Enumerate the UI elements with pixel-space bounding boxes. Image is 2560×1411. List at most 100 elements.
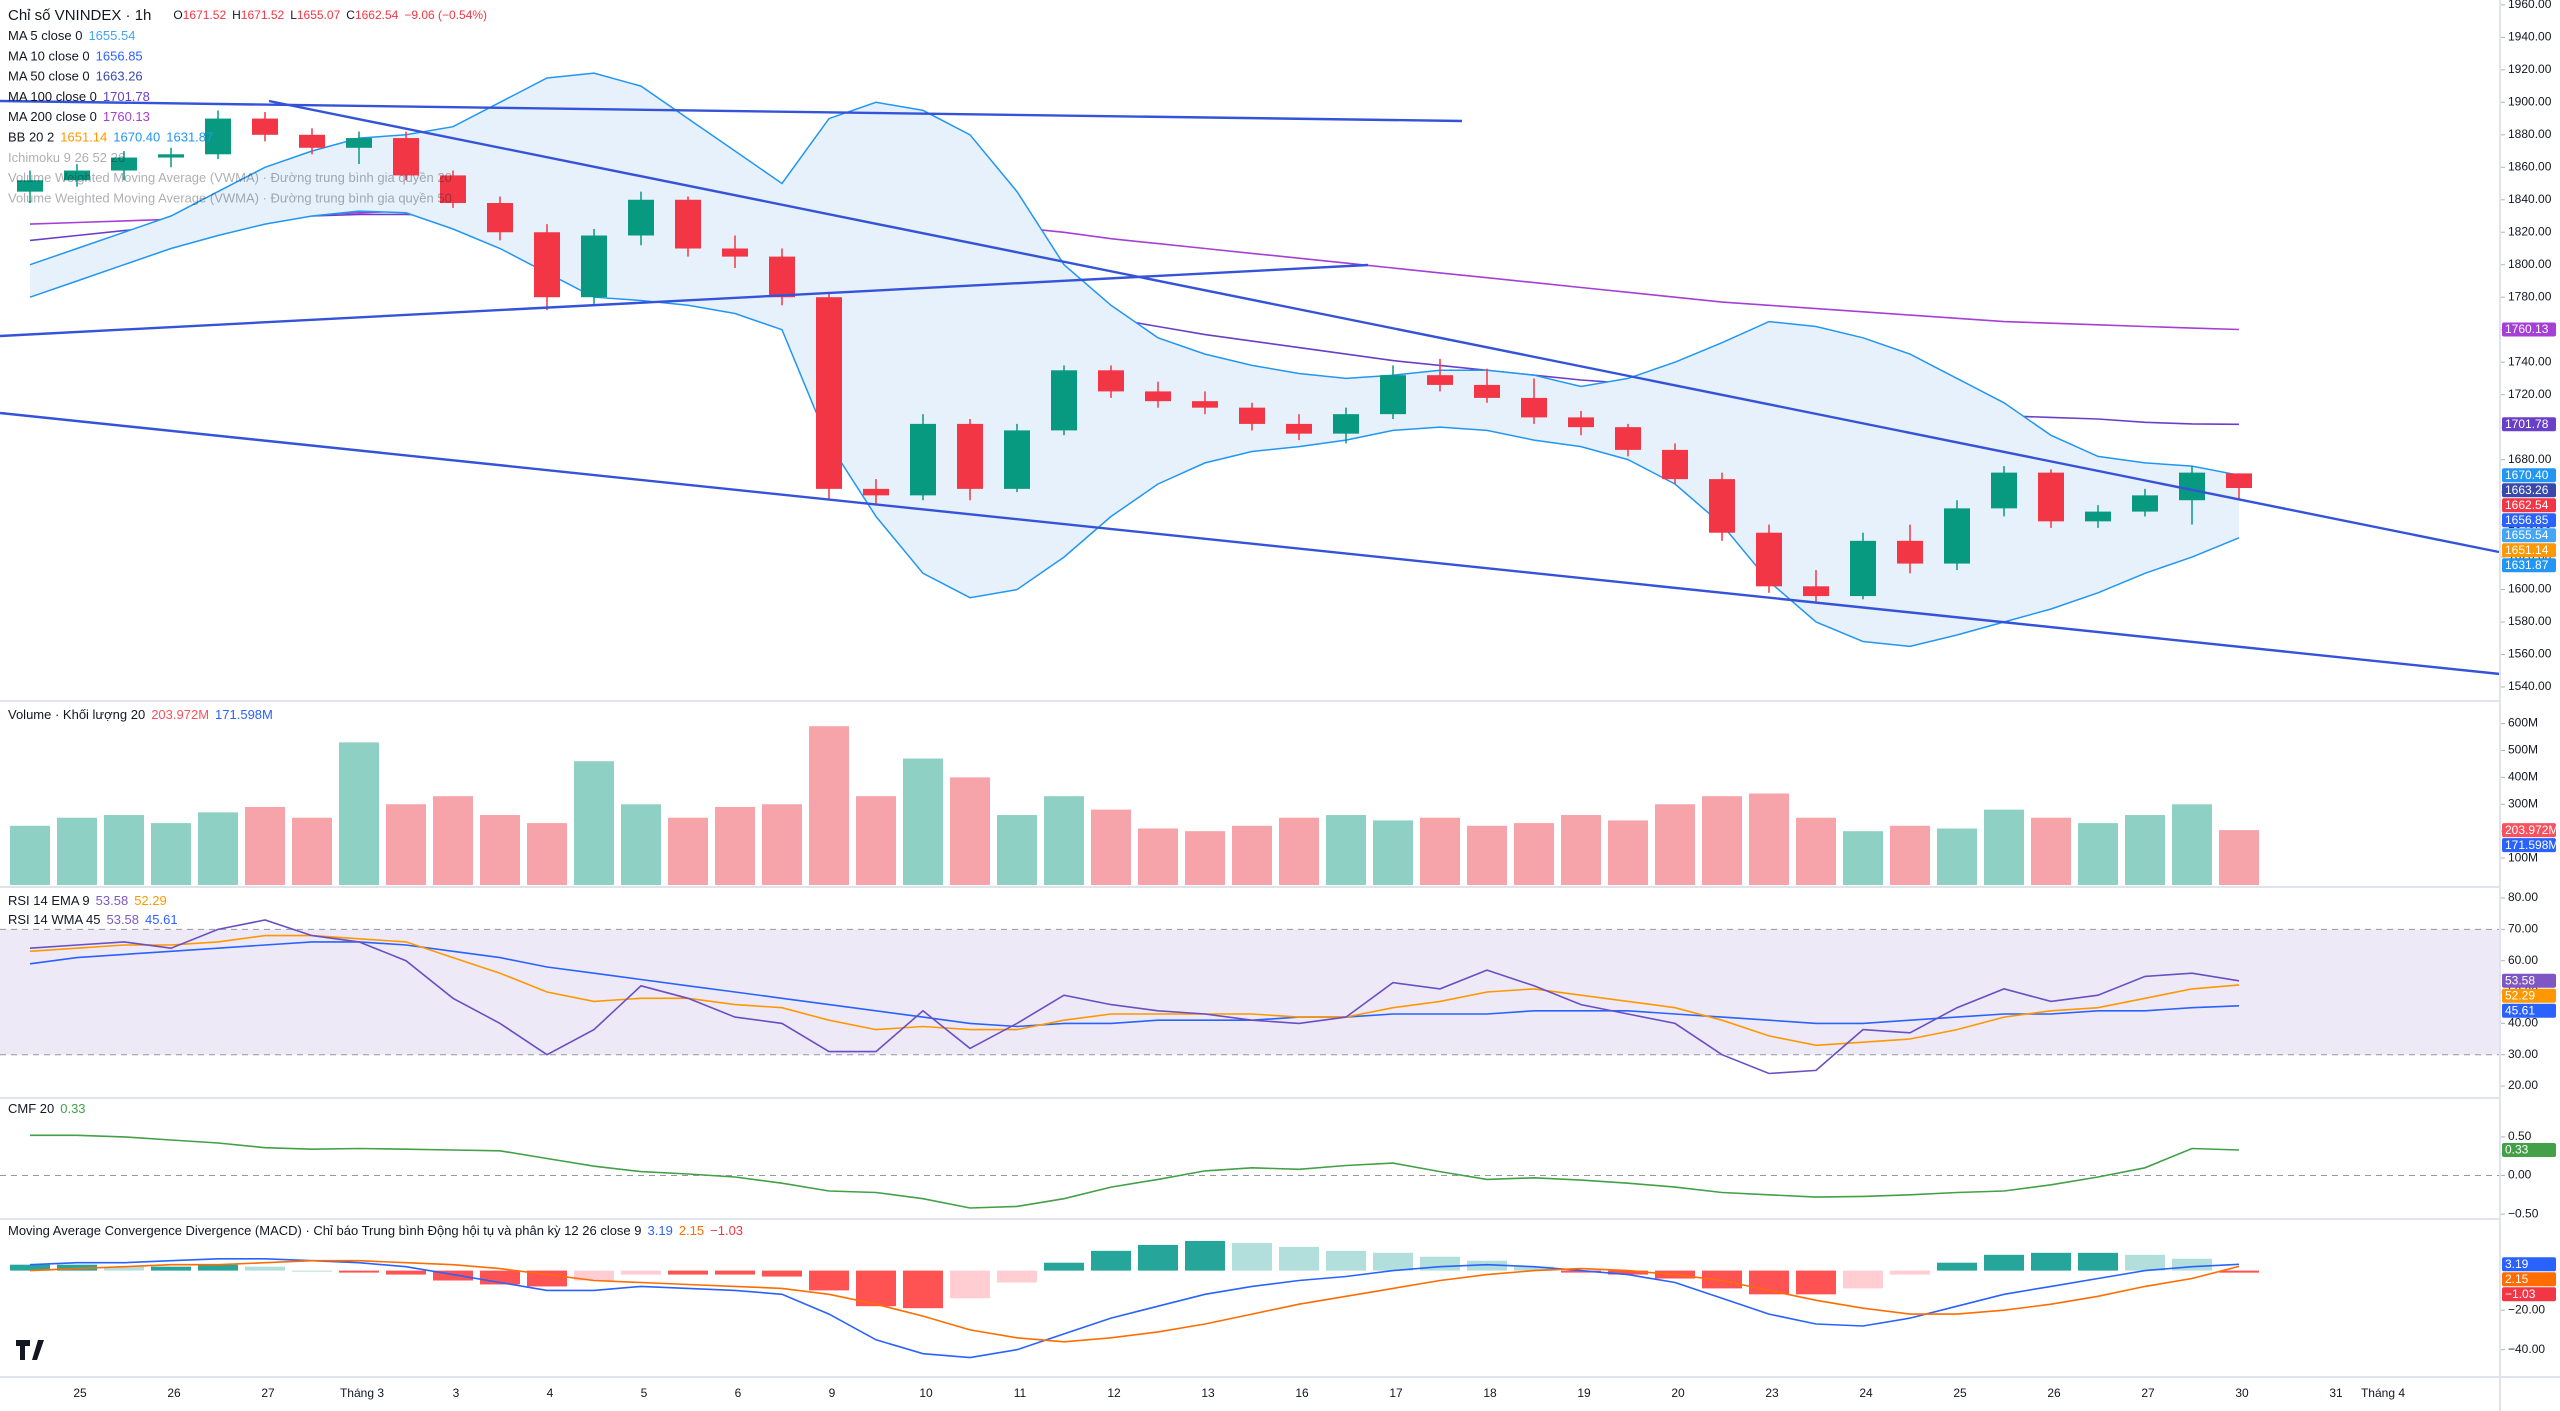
volume-bar (339, 742, 379, 885)
candle-body (64, 170, 90, 181)
volume-bar (1279, 817, 1319, 885)
x-tick-label: 18 (1483, 1386, 1497, 1400)
volume-bar (1608, 820, 1648, 885)
macd-histogram-bar (1467, 1260, 1507, 1271)
volume-bar (1514, 823, 1554, 885)
x-tick-label: 4 (547, 1386, 554, 1400)
y-tick-label: 300M (2508, 796, 2538, 810)
price-tag-label: 1662.54 (2505, 498, 2549, 512)
candle-body (440, 175, 466, 204)
y-tick-label: 400M (2508, 770, 2538, 784)
x-tick-label: 16 (1295, 1386, 1309, 1400)
macd-histogram-bar (386, 1270, 426, 1275)
legend-entry: MA 200 close 0 1760.13 (8, 110, 150, 125)
legend-value: 0.33 (60, 1101, 85, 1116)
y-tick-label: 1800.00 (2508, 257, 2552, 271)
chart-header: Chỉ số VNINDEX · 1h O1671.52 H1671.52 L1655… (8, 7, 487, 24)
volume-bar (950, 777, 990, 885)
volume-bar (1044, 796, 1084, 885)
ohlc-value: 1655.07 (297, 8, 341, 22)
legend-entry: Volume · Khối lượng 20 203.972M 171.598M (8, 707, 273, 722)
volume-bar (1373, 820, 1413, 885)
legend-entry: RSI 14 WMA 45 53.58 45.61 (8, 912, 178, 927)
volume-bar (386, 804, 426, 885)
macd-histogram-bar (433, 1270, 473, 1281)
y-tick-label: −0.50 (2508, 1206, 2539, 1220)
price-tag-label: 53.58 (2505, 973, 2535, 987)
trendline[interactable] (0, 411, 2501, 676)
macd-histogram-bar (903, 1270, 943, 1309)
macd-histogram-bar (10, 1264, 50, 1271)
legend-entry: BB 20 2 1651.14 1670.40 1631.87 (8, 130, 213, 145)
x-tick-label: Tháng 3 (340, 1386, 384, 1400)
price-tag (2502, 483, 2556, 498)
x-tick-label: 25 (1953, 1386, 1967, 1400)
trendline[interactable] (268, 99, 2500, 554)
candle-body (1192, 401, 1218, 408)
macd-histogram-bar (809, 1270, 849, 1291)
legend-value: 203.972M (151, 707, 209, 722)
candle-body (863, 488, 889, 496)
price-tag-label: 1655.54 (2505, 528, 2549, 542)
macd-histogram-bar (1185, 1240, 1225, 1271)
bb-lower (29, 210, 2240, 648)
legend-name: CMF 20 (8, 1101, 54, 1116)
indicator-line (29, 941, 2240, 1028)
price-tag-label: 1631.87 (2505, 558, 2549, 572)
legend-value: 1760.13 (103, 110, 150, 125)
volume-bar (762, 804, 802, 885)
y-tick-label: 1860.00 (2508, 159, 2552, 173)
price-tag (2502, 1257, 2556, 1272)
legend-name: MA 50 close 0 (8, 69, 90, 84)
volume-bar (1561, 815, 1601, 885)
price-tag-label: 171.598M (2505, 838, 2558, 852)
macd-histogram-bar (715, 1270, 755, 1275)
candle-body (1803, 586, 1829, 597)
candle-body (910, 423, 936, 496)
macd-histogram-bar (1326, 1250, 1366, 1271)
price-tag (2502, 322, 2556, 337)
y-tick-label: 1880.00 (2508, 127, 2552, 141)
macd-histogram-bar (1890, 1270, 1930, 1275)
y-tick-label: 1840.00 (2508, 192, 2552, 206)
candle-body (2226, 473, 2252, 488)
price-tag (2502, 838, 2556, 853)
price-tag (2502, 1272, 2556, 1287)
trendline[interactable] (0, 99, 1463, 123)
candle-body (1897, 540, 1923, 564)
y-tick-label: 100M (2508, 850, 2538, 864)
volume-bar (997, 815, 1037, 885)
price-tag-label: 52.29 (2505, 988, 2535, 1002)
volume-bar (433, 796, 473, 885)
x-tick-label: 31 (2329, 1386, 2343, 1400)
legend-name: RSI 14 EMA 9 (8, 893, 90, 908)
legend-value: 1631.87 (166, 130, 213, 145)
macd-histogram-bar (621, 1270, 661, 1275)
candle-body (1286, 423, 1312, 434)
price-tag (2502, 513, 2556, 528)
candle-body (487, 203, 513, 233)
trendline[interactable] (0, 263, 1369, 338)
volume-bar (1091, 809, 1131, 885)
macd-histogram-bar (1373, 1252, 1413, 1271)
x-tick-label: 3 (453, 1386, 460, 1400)
volume-bar (1843, 831, 1883, 885)
volume-bar (668, 817, 708, 885)
trendlines (0, 99, 2501, 676)
volume-bar (1984, 809, 2024, 885)
legend-entry: MA 10 close 0 1656.85 (8, 49, 143, 64)
rsi-band (0, 929, 2500, 1055)
legend-entry: Ichimoku 9 26 52 26 (8, 150, 125, 165)
macd-histogram-bar (2078, 1252, 2118, 1271)
legend-value: 53.58 (96, 893, 129, 908)
price-tag-label: 1656.85 (2505, 513, 2549, 527)
price-tag (2502, 468, 2556, 483)
price-tag-label: 203.972M (2505, 823, 2558, 837)
price-tag-label: 1663.26 (2505, 483, 2549, 497)
price-tag-label: 3.19 (2505, 1257, 2529, 1271)
volume-bar (527, 823, 567, 885)
price-tag (2502, 1003, 2556, 1018)
volume-bar (1890, 825, 1930, 885)
macd-histogram-bar (104, 1266, 144, 1271)
